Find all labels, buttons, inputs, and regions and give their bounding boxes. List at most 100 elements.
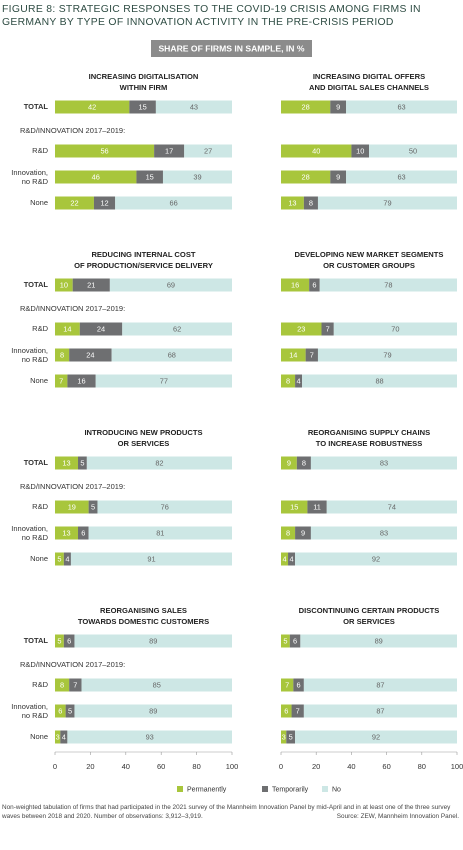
panel-title: INCREASING DIGITAL OFFERS (313, 72, 425, 81)
bar-segment (295, 552, 457, 566)
bar-segment (281, 322, 322, 336)
group-label: R&D/INNOVATION 2017–2019: (20, 304, 125, 313)
value-label: 82 (155, 458, 163, 467)
value-label: 7 (296, 706, 300, 715)
bar-segment (129, 100, 156, 114)
bar-segment (69, 678, 82, 692)
value-label: 5 (91, 502, 95, 511)
value-label: 8 (286, 376, 290, 385)
value-label: 89 (375, 636, 383, 645)
bar-segment (296, 456, 311, 470)
value-label: 68 (168, 350, 176, 359)
value-label: 23 (297, 324, 305, 333)
panel-title: OF PRODUCTION/SERVICE DELIVERY (74, 261, 213, 270)
bar-segment (281, 196, 304, 210)
value-label: 87 (376, 706, 384, 715)
category-label: Innovation, no R&D (11, 524, 48, 542)
bar-segment (67, 374, 96, 388)
x-tick-label: 80 (418, 762, 426, 771)
bar-segment (79, 322, 123, 336)
x-tick-label: 60 (382, 762, 390, 771)
panel-title: WITHIN FIRM (120, 83, 168, 92)
bar-segment (293, 678, 304, 692)
bar-segment (309, 278, 320, 292)
bar-segment (281, 170, 331, 184)
bar-segment (184, 144, 232, 158)
legend-label: Permanently (187, 786, 227, 793)
bar-segment (88, 526, 232, 540)
value-label: 83 (380, 528, 388, 537)
bar-segment (281, 278, 310, 292)
bar-segment (55, 170, 137, 184)
bar-segment (281, 100, 331, 114)
value-label: 6 (58, 706, 62, 715)
bar-segment (111, 348, 232, 362)
bar-segment (67, 730, 232, 744)
category-label: Innovation, no R&D (11, 168, 48, 186)
value-label: 7 (59, 376, 63, 385)
category-label: None (30, 198, 48, 207)
category-label: TOTAL (23, 458, 48, 467)
subtitle: SHARE OF FIRMS IN SAMPLE, IN % (158, 43, 304, 53)
category-label: TOTAL (23, 102, 48, 111)
value-label: 81 (156, 528, 164, 537)
category-label: None (30, 376, 48, 385)
bar-segment (55, 730, 61, 744)
value-label: 79 (383, 198, 391, 207)
bar-segment (281, 526, 296, 540)
category-label: R&D (32, 324, 48, 333)
bar-segment (55, 144, 155, 158)
panel-title: DISCONTINUING CERTAIN PRODUCTS (299, 606, 440, 615)
value-label: 43 (190, 102, 198, 111)
panel-title: DEVELOPING NEW MARKET SEGMENTS (295, 250, 444, 259)
bar-segment (93, 196, 116, 210)
value-label: 46 (92, 172, 100, 181)
value-label: 19 (68, 502, 76, 511)
panel-title: TO INCREASE ROBUSTNESS (316, 439, 423, 448)
bar-segment (310, 526, 457, 540)
value-label: 89 (149, 706, 157, 715)
value-label: 14 (289, 350, 297, 359)
bar-segment (55, 322, 80, 336)
x-tick-label: 0 (279, 762, 283, 771)
bar-segment (302, 374, 457, 388)
bar-segment (55, 526, 79, 540)
bar-segment (281, 634, 290, 648)
value-label: 88 (375, 376, 383, 385)
value-label: 8 (302, 458, 306, 467)
value-label: 74 (388, 502, 396, 511)
bar-segment (317, 348, 457, 362)
bar-segment (97, 500, 232, 514)
value-label: 9 (336, 172, 340, 181)
x-tick-label: 100 (451, 762, 463, 771)
bar-segment (333, 322, 457, 336)
value-label: 3 (282, 732, 286, 741)
legend-label: Temporarily (272, 786, 309, 793)
source: Source: ZEW, Mannheim Innovation Panel. (332, 812, 459, 821)
value-label: 11 (313, 502, 321, 511)
value-label: 8 (309, 198, 313, 207)
bar-segment (55, 678, 70, 692)
value-label: 13 (62, 528, 70, 537)
value-label: 89 (149, 636, 157, 645)
bar-segment (281, 730, 287, 744)
value-label: 9 (287, 458, 291, 467)
category-label: Innovation, no R&D (11, 702, 48, 720)
bar-segment (136, 170, 163, 184)
bar-segment (281, 374, 296, 388)
value-label: 56 (100, 146, 108, 155)
bar-segment (155, 100, 232, 114)
value-label: 10 (60, 280, 68, 289)
value-label: 5 (80, 458, 84, 467)
value-label: 8 (286, 528, 290, 537)
value-label: 77 (160, 376, 168, 385)
x-tick-label: 0 (53, 762, 57, 771)
bar-segment (307, 500, 327, 514)
group-label: R&D/INNOVATION 2017–2019: (20, 482, 125, 491)
bar-segment (63, 634, 75, 648)
value-label: 39 (193, 172, 201, 181)
bar-segment (60, 730, 68, 744)
value-label: 92 (372, 732, 380, 741)
value-label: 50 (409, 146, 417, 155)
